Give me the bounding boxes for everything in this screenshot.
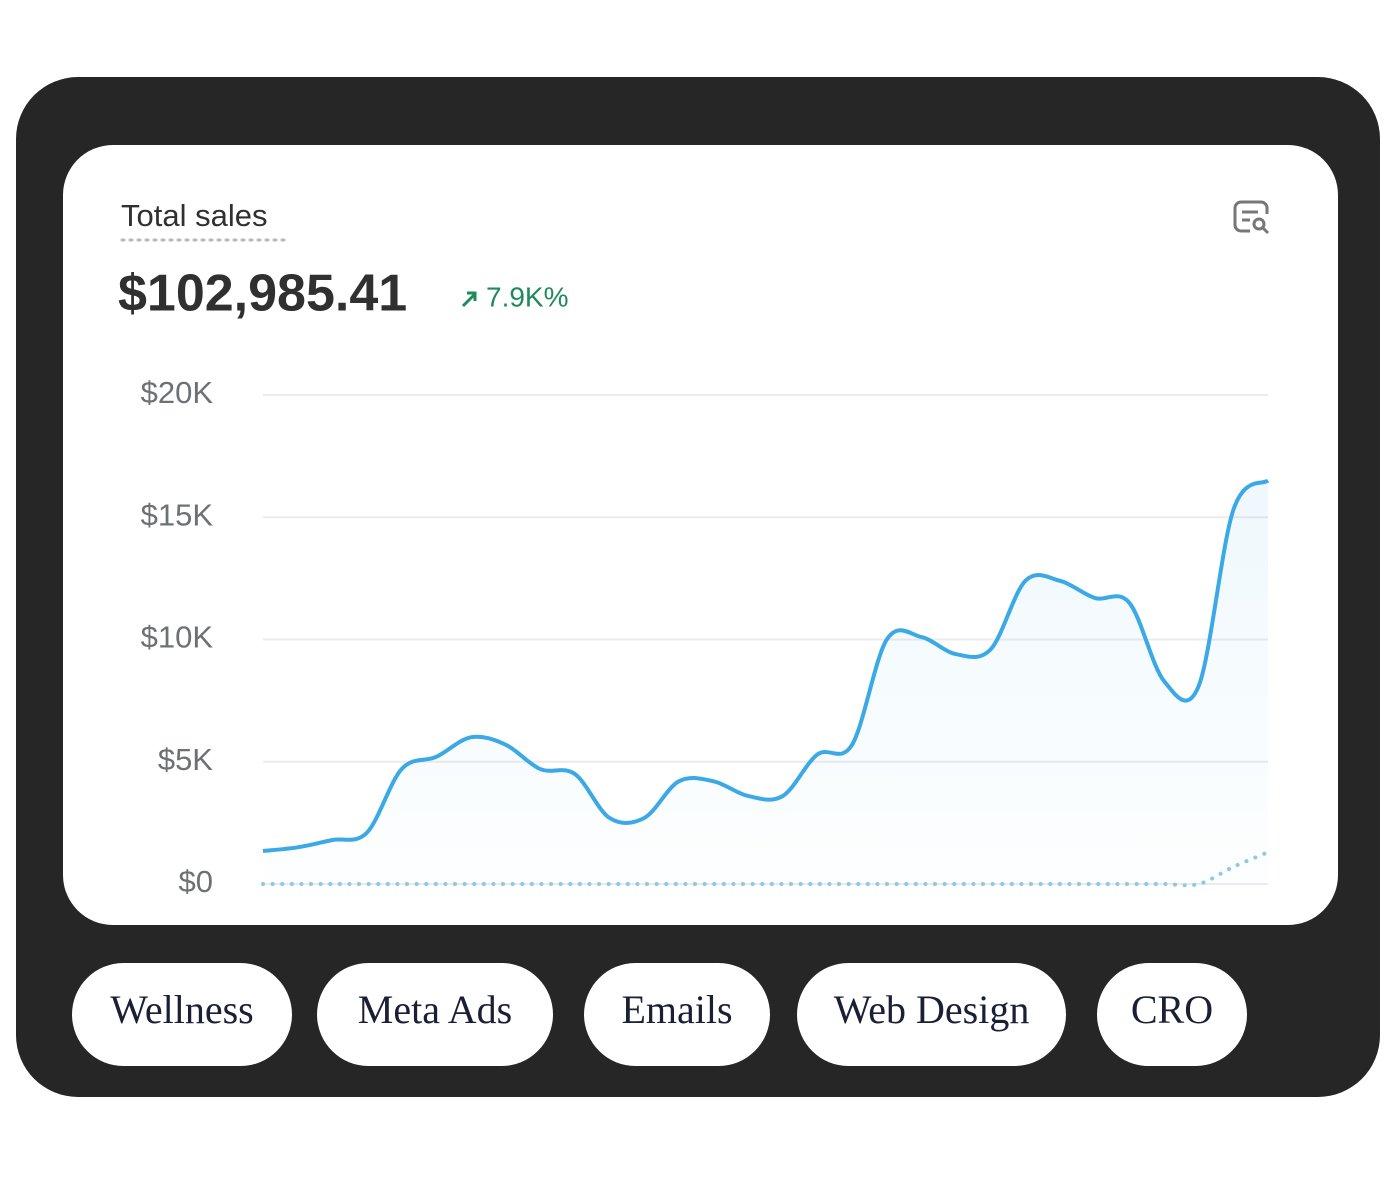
tag-pill[interactable] [1097,963,1247,1066]
total-value: $102,985.41 [118,265,407,323]
tag-label[interactable]: Web Design [834,987,1030,1032]
tag-pill[interactable] [72,963,292,1066]
tag-label[interactable]: Emails [621,987,732,1032]
y-tick-label: $15K [141,497,214,532]
y-tick-label: $0 [179,864,213,899]
tag-pill[interactable] [797,963,1066,1066]
tag-pill[interactable] [584,963,770,1066]
line [262,478,1270,853]
card-content: Total sales $102,985.41 7.9K% $0 $5K $10K $… [118,198,1270,899]
card-title: Total sales [121,198,267,233]
up-arrow [461,291,477,308]
y-tick-label: $20K [141,375,214,410]
y-tick-label: $10K [141,620,214,655]
tag-label[interactable]: CRO [1131,987,1213,1032]
tag-pill[interactable] [317,963,553,1066]
y-tick-label: $5K [158,742,213,777]
tag-label[interactable]: Meta Ads [358,987,512,1032]
area [263,480,1268,884]
tag-label[interactable]: Wellness [110,987,253,1032]
icon[interactable] [1233,200,1270,235]
change-value: 7.9K% [486,281,569,312]
line [261,850,1270,888]
